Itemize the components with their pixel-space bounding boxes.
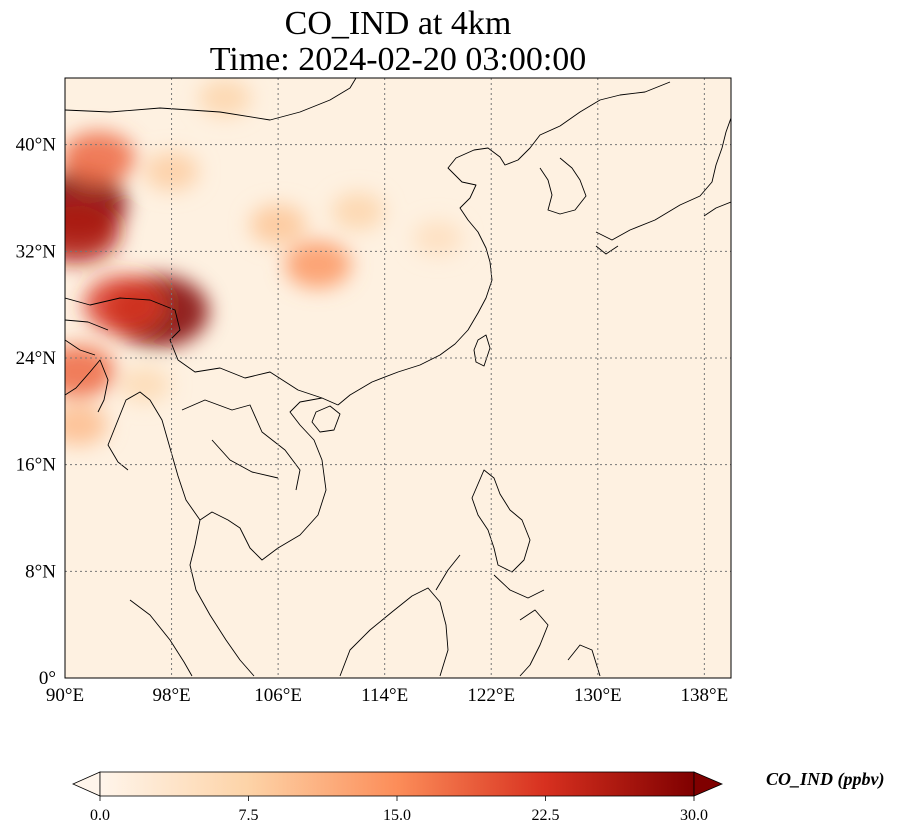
longitude-tick-label: 90°E <box>46 685 84 706</box>
colorbar-tick-labels: 0.0 7.5 15.0 22.5 30.0 <box>90 796 708 824</box>
longitude-tick-label: 138°E <box>681 685 729 706</box>
longitude-tick-label: 98°E <box>152 685 190 706</box>
concentration-hotspot <box>198 79 252 117</box>
longitude-tick-label: 106°E <box>254 685 302 706</box>
concentration-hotspot <box>331 192 385 231</box>
colorbar-tick-label: 7.5 <box>239 807 259 824</box>
longitude-tick-label: 130°E <box>574 685 622 706</box>
colorbar-extend-low <box>72 771 101 797</box>
latitude-tick-label: 32°N <box>16 241 57 262</box>
concentration-hotspot <box>65 403 108 446</box>
longitude-tick-labels: 90°E 98°E 106°E 114°E 122°E 130°E 138°E <box>46 685 728 706</box>
longitude-tick-label: 114°E <box>361 685 408 706</box>
concentration-hotspot <box>65 131 136 185</box>
concentration-hotspot <box>119 366 171 403</box>
colorbar-tick-label: 22.5 <box>532 807 560 824</box>
latitude-tick-label: 8°N <box>25 561 56 582</box>
latitude-tick-label: 40°N <box>16 135 57 156</box>
latitude-tick-label: 16°N <box>16 455 57 476</box>
map-frame <box>64 77 732 679</box>
concentration-field <box>65 79 463 446</box>
concentration-hotspot <box>65 199 121 264</box>
longitude-tick-label: 122°E <box>467 685 515 706</box>
concentration-hotspot <box>285 241 352 289</box>
latitude-tick-label: 24°N <box>16 348 57 369</box>
map-timestamp: Time: 2024-02-20 03:00:00 <box>209 41 587 78</box>
colorbar-label: CO_IND (ppbv) <box>766 769 885 789</box>
latitude-tick-label: 0° <box>39 668 56 689</box>
colorbar-tick-label: 0.0 <box>90 807 110 824</box>
latitude-tick-labels: 0° 8°N 16°N 24°N 32°N 40°N <box>16 135 57 689</box>
colorbar-extend-high <box>693 771 724 797</box>
map-gridlines <box>65 78 731 678</box>
coastlines <box>65 78 731 677</box>
colorbar-tick-label: 15.0 <box>383 807 411 824</box>
concentration-hotspot <box>84 275 166 334</box>
colorbar-tick-label: 30.0 <box>680 807 708 824</box>
concentration-hotspot <box>413 220 463 256</box>
colorbar-gradient <box>99 771 695 797</box>
concentration-hotspot <box>144 151 199 191</box>
map-title: CO_IND at 4km <box>284 5 512 42</box>
